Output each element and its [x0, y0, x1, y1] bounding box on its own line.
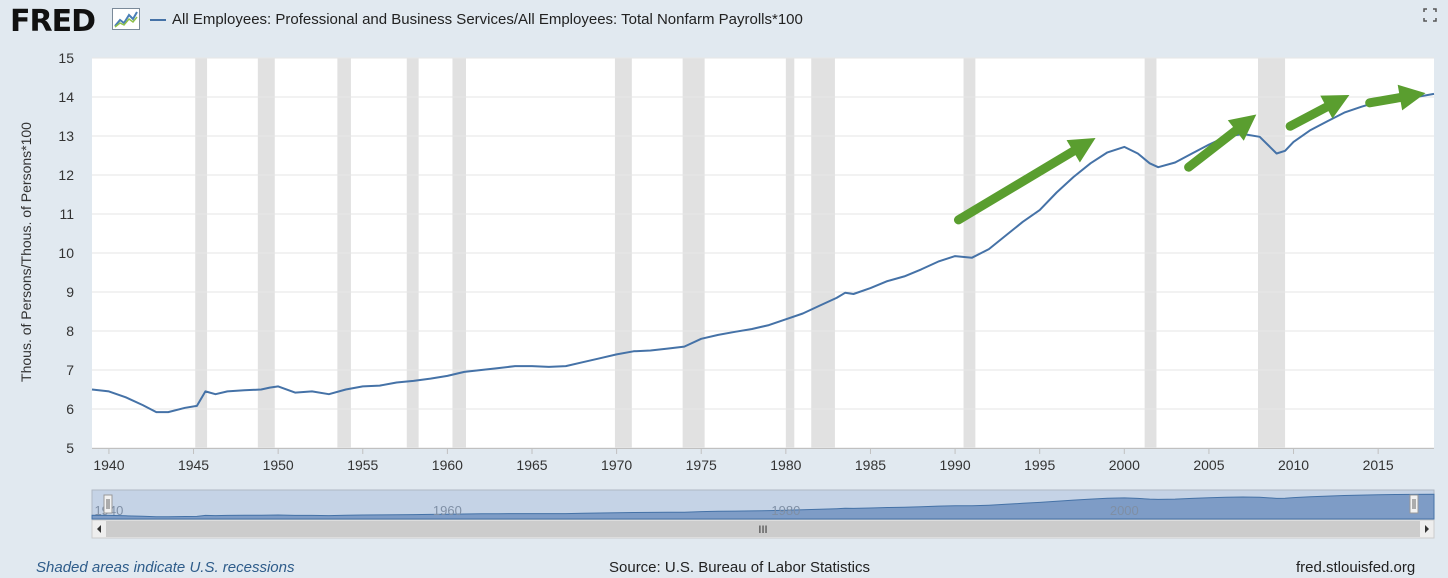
y-tick-label: 5 — [66, 440, 74, 456]
trend-arrow-shaft — [1365, 93, 1405, 108]
trend-arrow-head — [1227, 114, 1257, 141]
y-tick-label: 10 — [58, 245, 74, 261]
y-tick-label: 7 — [66, 362, 74, 378]
x-tick-label: 1975 — [686, 457, 717, 473]
navigator-label: 2000 — [1110, 503, 1139, 518]
trend-arrow-head — [1320, 95, 1350, 119]
x-tick-label: 2005 — [1193, 457, 1224, 473]
navigator-handle[interactable] — [1409, 494, 1419, 514]
y-axis-title: Thous. of Persons/Thous. of Persons*100 — [18, 122, 34, 382]
source-note: Source: U.S. Bureau of Labor Statistics — [609, 559, 870, 576]
x-tick-label: 1970 — [601, 457, 632, 473]
site-link[interactable]: fred.stlouisfed.org — [1296, 559, 1416, 576]
y-tick-label: 13 — [58, 128, 74, 144]
trend-arrow — [1184, 114, 1257, 172]
trend-arrow-shaft — [1184, 126, 1241, 172]
trend-arrow-shaft — [1285, 102, 1331, 131]
scroll-left-arrow-icon[interactable] — [97, 525, 101, 533]
y-tick-label: 11 — [59, 206, 74, 222]
y-tick-label: 15 — [58, 50, 74, 66]
fullscreen-icon[interactable] — [1423, 8, 1437, 22]
y-tick-label: 6 — [66, 401, 74, 417]
x-tick-label: 1955 — [347, 457, 378, 473]
x-tick-label: 1950 — [263, 457, 294, 473]
trend-arrow — [953, 137, 1096, 225]
trend-arrow — [1365, 84, 1426, 111]
x-tick-label: 2015 — [1363, 457, 1394, 473]
x-tick-label: 2010 — [1278, 457, 1309, 473]
recession-note: Shaded areas indicate U.S. recessions — [36, 559, 295, 576]
legend-label: All Employees: Professional and Business… — [172, 11, 803, 28]
trend-arrow-head — [1397, 84, 1426, 111]
legend-line-swatch — [150, 19, 166, 22]
trend-arrow-shaft — [953, 146, 1078, 225]
navigator-series — [91, 493, 1435, 520]
trend-arrow-head — [1066, 137, 1096, 163]
scroll-right-arrow-icon[interactable] — [1425, 525, 1429, 533]
x-tick-label: 1945 — [178, 457, 209, 473]
x-tick-label: 1960 — [432, 457, 463, 473]
fred-logo[interactable]: FRED — [10, 4, 96, 39]
y-tick-label: 8 — [66, 323, 74, 339]
x-tick-label: 1995 — [1024, 457, 1055, 473]
navigator-handle-body — [103, 494, 113, 514]
x-tick-label: 1985 — [855, 457, 886, 473]
x-tick-label: 2000 — [1109, 457, 1140, 473]
x-tick-label: 1965 — [516, 457, 547, 473]
fred-logo-graph-icon — [112, 8, 140, 30]
navigator-handle[interactable] — [103, 494, 113, 514]
x-tick-label: 1980 — [770, 457, 801, 473]
navigator-handle-body — [1409, 494, 1419, 514]
trend-arrow — [1285, 95, 1350, 131]
x-tick-label: 1940 — [93, 457, 124, 473]
y-tick-label: 9 — [66, 284, 74, 300]
navigator-label: 1980 — [771, 503, 800, 518]
series-line — [91, 92, 1435, 414]
scrollbar-thumb[interactable] — [106, 521, 1420, 537]
navigator-label: 1960 — [433, 503, 462, 518]
scrollbar-grip[interactable]: III — [758, 524, 767, 536]
y-tick-label: 12 — [58, 167, 74, 183]
x-tick-label: 1990 — [939, 457, 970, 473]
chart-header: FRED All Employees: Professional and Bus… — [0, 0, 1448, 44]
chart-legend[interactable]: All Employees: Professional and Business… — [150, 11, 803, 28]
y-tick-label: 14 — [58, 89, 74, 105]
